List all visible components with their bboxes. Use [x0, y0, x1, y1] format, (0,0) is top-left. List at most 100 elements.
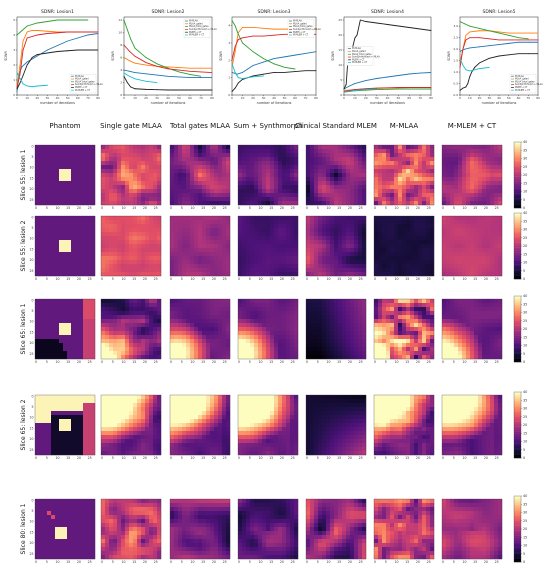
heatmap-pixel	[113, 161, 118, 166]
heatmap-pixel	[182, 224, 187, 229]
heatmap-pixel	[226, 220, 231, 225]
heatmap-pixel	[398, 173, 403, 178]
heatmap-pixel	[266, 161, 271, 166]
data-point	[408, 27, 410, 28]
heatmap-pixel	[358, 260, 363, 265]
heatmap-pixel	[141, 244, 146, 249]
heatmap-pixel	[113, 355, 118, 360]
heatmap-pixel	[262, 189, 267, 194]
heatmap-pixel	[113, 335, 118, 340]
heatmap-pixel	[418, 220, 423, 225]
heatmap-pixel	[71, 240, 76, 245]
heatmap-pixel	[278, 244, 283, 249]
heatmap-pixel	[378, 145, 383, 150]
heatmap-pixel	[75, 185, 80, 190]
map-x-tick: 15	[473, 206, 477, 210]
heatmap-pixel	[246, 244, 251, 249]
heatmap-pixel	[246, 323, 251, 328]
heatmap-pixel	[254, 161, 259, 166]
heatmap-pixel	[113, 347, 118, 352]
heatmap-pixel	[43, 339, 48, 344]
heatmap-pixel	[330, 181, 335, 186]
heatmap-pixel	[362, 264, 367, 269]
data-point	[31, 30, 33, 31]
heatmap-pixel	[47, 161, 52, 166]
heatmap-pixel	[157, 248, 162, 253]
heatmap-pixel	[246, 355, 251, 360]
heatmap-pixel	[498, 220, 503, 225]
heatmap-pixel	[210, 315, 215, 320]
map-x-tick: 25	[88, 206, 92, 210]
heatmap-pixel	[278, 145, 283, 150]
heatmap-pixel	[346, 181, 351, 186]
heatmap-pixel	[466, 260, 471, 265]
heatmap-pixel	[450, 201, 455, 206]
heatmap-pixel	[358, 220, 363, 225]
heatmap-pixel	[386, 157, 391, 162]
heatmap-pixel	[282, 303, 287, 308]
heatmap-pixel	[398, 157, 403, 162]
heatmap-pixel	[426, 232, 431, 237]
legend-label: MLAA_total_gates	[189, 25, 209, 28]
colorbar-segment	[514, 224, 521, 227]
heatmap-pixel	[338, 256, 343, 261]
data-point	[234, 46, 236, 47]
heatmap-pixel	[410, 165, 415, 170]
data-point	[234, 51, 236, 53]
heatmap-pixel	[202, 173, 207, 178]
heatmap-pixel	[186, 236, 191, 241]
heatmap-pixel	[214, 323, 219, 328]
heatmap-pixel	[186, 228, 191, 233]
heatmap-pixel	[198, 224, 203, 229]
heatmap-pixel	[35, 165, 40, 170]
heatmap-pixel	[306, 189, 311, 194]
map-x-tick: 20	[143, 277, 147, 281]
heatmap-pixel	[91, 307, 96, 312]
heatmap-pixel	[338, 201, 343, 206]
heatmap-pixel	[418, 216, 423, 221]
heatmap-pixel	[270, 157, 275, 162]
heatmap-pixel	[490, 240, 495, 245]
heatmap-pixel	[246, 272, 251, 277]
heatmap-pixel	[218, 260, 223, 265]
heatmap-pixel	[63, 248, 68, 253]
data-point	[67, 19, 69, 21]
heatmap-pixel	[358, 177, 363, 182]
heatmap-pixel	[67, 248, 72, 253]
heatmap-pixel	[278, 252, 283, 257]
heatmap-pixel	[87, 351, 92, 356]
heatmap-pixel	[242, 145, 247, 150]
heatmap-pixel	[458, 236, 463, 241]
heatmap-pixel	[67, 339, 72, 344]
heatmap-pixel	[206, 185, 211, 190]
heatmap-pixel	[101, 355, 106, 360]
colorbar-segment	[514, 217, 521, 220]
heatmap-pixel	[470, 268, 475, 273]
heatmap-pixel	[174, 303, 179, 308]
heatmap-pixel	[129, 153, 134, 158]
heatmap-pixel	[450, 264, 455, 269]
data-point	[145, 80, 147, 82]
heatmap-pixel	[498, 236, 503, 241]
map-x-tick: 5	[112, 360, 114, 364]
heatmap-pixel	[157, 173, 162, 178]
heatmap-pixel	[326, 149, 331, 154]
heatmap-pixel	[83, 347, 88, 352]
heatmap-pixel	[330, 303, 335, 308]
heatmap-pixel	[35, 303, 40, 308]
heatmap-pixel	[218, 193, 223, 198]
heatmap-pixel	[278, 327, 283, 332]
heatmap-pixel	[274, 303, 279, 308]
heatmap-pixel	[362, 319, 367, 324]
heatmap-pixel	[362, 149, 367, 154]
heatmap-pixel	[39, 268, 44, 273]
heatmap-pixel	[210, 201, 215, 206]
heatmap-pixel	[137, 240, 142, 245]
heatmap-pixel	[322, 327, 327, 332]
heatmap-pixel	[278, 343, 283, 348]
heatmap-pixel	[137, 244, 142, 249]
heatmap-pixel	[109, 181, 114, 186]
map-x-tick: 20	[280, 360, 284, 364]
